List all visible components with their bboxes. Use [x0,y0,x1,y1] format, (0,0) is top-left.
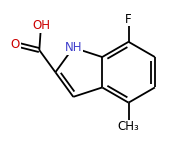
Text: CH₃: CH₃ [118,120,139,133]
Text: OH: OH [32,19,50,32]
Text: O: O [11,38,20,51]
Text: NH: NH [65,41,82,54]
Text: F: F [125,13,132,26]
